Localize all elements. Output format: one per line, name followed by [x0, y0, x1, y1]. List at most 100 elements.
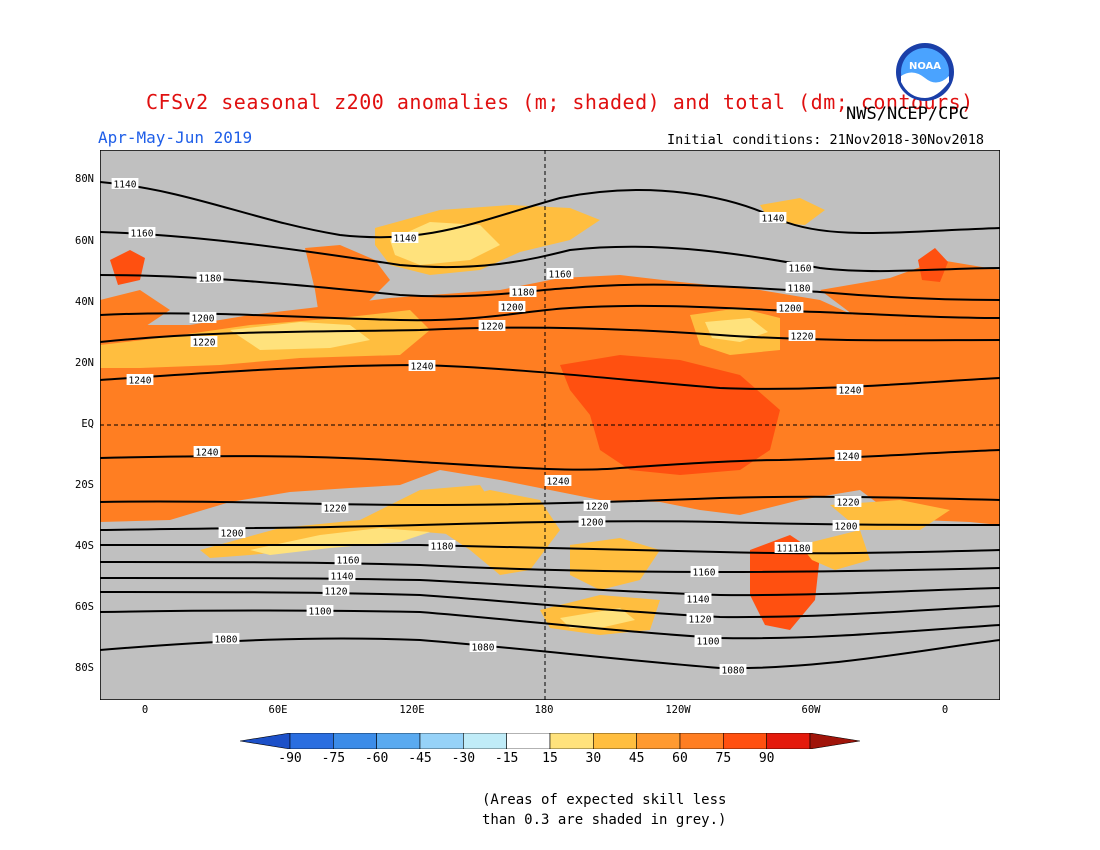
contour-label: 1140 [391, 232, 419, 245]
contour-label-text: 1100 [697, 637, 720, 648]
colorbar-segment [636, 733, 681, 749]
logo-text: NOAA [909, 61, 941, 72]
contour-label: 1200 [776, 302, 804, 315]
chart-title: CFSv2 seasonal z200 anomalies (m; shaded… [146, 90, 974, 114]
contour-label: 1120 [322, 585, 350, 598]
anomaly-band-15-30-north-inner [230, 322, 370, 350]
contour-label: 1200 [189, 312, 217, 325]
contour-label: 1200 [218, 527, 246, 540]
noaa-logo: NOAA [896, 43, 954, 101]
lon-label: 60W [801, 704, 821, 716]
contour-label-text: 1200 [221, 529, 244, 540]
lat-label: 40S [75, 540, 94, 552]
anomaly-band-15-30-australia [430, 490, 560, 575]
lon-label: 120W [665, 704, 691, 716]
colorbar-tick-label: 45 [628, 751, 645, 766]
lon-label: 180 [534, 704, 554, 716]
contour-label-text: 1140 [394, 234, 417, 245]
colorbar-segment [333, 733, 377, 749]
contour-label: 1160 [786, 262, 814, 275]
anomaly-patch-n-africa [100, 290, 170, 332]
contour-label: 1200 [498, 301, 526, 314]
contour-label: 1240 [193, 446, 221, 459]
contour-1160-north [100, 231, 1000, 273]
lat-label: EQ [81, 418, 94, 430]
lat-label: 60S [75, 601, 94, 613]
contour-label-text: 1080 [215, 635, 238, 646]
anomaly-band-15-30-south [200, 485, 500, 558]
map-panel: 1140 1160 1180 1200 1220 1240 1240 1220 1200 1180… [100, 150, 1000, 700]
contour-label-text: 1120 [325, 587, 348, 598]
note-line-1: (Areas of expected skill less [482, 792, 727, 808]
contour-label: 1220 [834, 496, 862, 509]
colorbar-segment [723, 733, 767, 749]
colorbar-segment [766, 733, 811, 749]
contour-label: 1080 [212, 633, 240, 646]
contour-label-text: 1240 [547, 477, 570, 488]
height-contours [100, 181, 1000, 670]
colorbar-tick-label: 15 [542, 751, 558, 766]
contour-label-text: 1240 [837, 452, 860, 463]
contour-label-text: 1140 [762, 214, 785, 225]
anomaly-patch-n-atlantic [820, 260, 1000, 330]
contour-label: 1100 [306, 605, 334, 618]
contour-label: 1140 [328, 570, 356, 583]
contour-label: 1220 [478, 320, 506, 333]
contour-label-text: 1180 [512, 288, 535, 299]
contour-1160-south [100, 561, 1000, 574]
contour-label-text: 1180 [431, 542, 454, 553]
contour-1180-north [100, 274, 1000, 301]
contour-1200-north [100, 304, 1000, 322]
colorbar [240, 733, 860, 749]
contour-labels: 1140 1160 1180 1200 1220 1240 1240 1220 1200 1180… [111, 178, 864, 677]
colorbar-tick-label: 30 [585, 751, 602, 766]
lat-label: 60N [75, 235, 94, 247]
contour-label-text: 1200 [835, 522, 858, 533]
colorbar-segment [506, 733, 551, 749]
colorbar-segment [419, 733, 464, 749]
contour-1120-south [100, 591, 1000, 619]
contour-label-text: 1240 [839, 386, 862, 397]
contour-label: 1100 [694, 635, 722, 648]
lat-label: 40N [75, 296, 94, 308]
contour-label: 1140 [759, 212, 787, 225]
lon-label: 0 [141, 704, 149, 716]
colorbar-segment [376, 733, 421, 749]
contour-label-text: 1240 [196, 448, 219, 459]
colorbar-segment [549, 733, 594, 749]
lat-label: 20S [75, 479, 94, 491]
contour-label: 1080 [719, 664, 747, 677]
contour-label-text: 1220 [837, 498, 860, 509]
contour-label: 1180 [785, 282, 813, 295]
contour-label-text: 1220 [791, 332, 814, 343]
colorbar-tick-label: -45 [408, 751, 432, 766]
colorbar-max-arrow [809, 733, 860, 749]
contour-label-text: 1200 [581, 518, 604, 529]
lon-label: 0 [941, 704, 949, 716]
contour-label: 1180 [428, 540, 456, 553]
contour-label-text: 1160 [549, 270, 572, 281]
contour-label-text: 1180 [788, 544, 811, 555]
anomaly-band-15-30-south-inner [250, 528, 430, 555]
colorbar-tick-label: 60 [672, 751, 688, 766]
contour-label-text: 1220 [324, 504, 347, 515]
contour-label: 1240 [408, 360, 436, 373]
colorbar-segment [463, 733, 507, 749]
contour-label: 1240 [836, 384, 864, 397]
contour-label-text: 1220 [193, 338, 216, 349]
contour-label: 1160 [128, 227, 156, 240]
contour-label: 1240 [834, 450, 862, 463]
contour-label-text: 1160 [693, 568, 716, 579]
colorbar-min-arrow [240, 733, 291, 749]
contour-label-text: 1160 [789, 264, 812, 275]
anomaly-patch-s-america-south [750, 535, 820, 630]
contour-label-text: 1100 [309, 607, 332, 618]
contour-label: 1220 [321, 502, 349, 515]
contour-label: 1080 [469, 641, 497, 654]
anomaly-patch-s-america-south-outer [800, 530, 870, 570]
contour-label-text: 1160 [131, 229, 154, 240]
contour-label-text: 1160 [337, 556, 360, 567]
contour-label-text: 1240 [411, 362, 434, 373]
contour-label-text: 1220 [481, 322, 504, 333]
colorbar-tick-label: -75 [321, 751, 346, 766]
